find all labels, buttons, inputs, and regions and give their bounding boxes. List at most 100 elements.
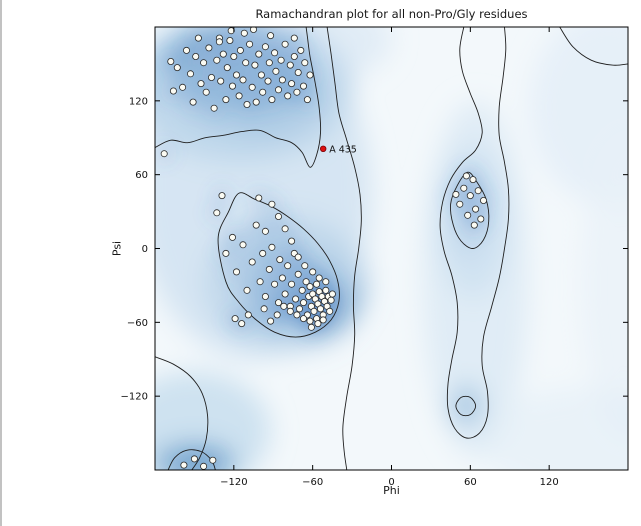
residue-point bbox=[252, 221, 260, 229]
x-tick-label: −60 bbox=[302, 477, 323, 488]
residue-point bbox=[218, 192, 226, 200]
residue-point bbox=[460, 184, 468, 192]
contour-line bbox=[559, 27, 628, 66]
contour-line bbox=[450, 171, 490, 249]
residue-point bbox=[313, 280, 321, 288]
x-tick-label: −120 bbox=[220, 477, 247, 488]
residue-point bbox=[219, 50, 227, 58]
residue-point bbox=[322, 286, 330, 294]
residue-point bbox=[267, 317, 275, 325]
residue-point bbox=[280, 302, 288, 310]
residue-point bbox=[466, 192, 474, 200]
residue-point bbox=[200, 462, 208, 470]
residue-point bbox=[271, 280, 279, 288]
residue-point bbox=[238, 320, 246, 328]
residue-point bbox=[197, 80, 205, 88]
tick-layer bbox=[155, 27, 628, 470]
residue-point bbox=[169, 87, 177, 95]
residue-point bbox=[456, 200, 464, 208]
residue-point bbox=[281, 40, 289, 48]
residue-point bbox=[302, 278, 310, 286]
residue-point bbox=[301, 59, 309, 67]
density-point-blob bbox=[218, 27, 245, 44]
residue-point bbox=[316, 305, 324, 313]
residue-point bbox=[215, 38, 223, 46]
residue-point bbox=[273, 311, 281, 319]
highlight-label: A 435 bbox=[329, 144, 357, 155]
residue-point bbox=[230, 53, 238, 61]
residue-point bbox=[284, 262, 292, 270]
residue-point bbox=[232, 71, 240, 79]
residue-point bbox=[292, 295, 300, 303]
y-tick-label: −120 bbox=[121, 392, 148, 403]
residue-point bbox=[244, 311, 252, 319]
residue-point bbox=[294, 253, 302, 261]
residue-point bbox=[255, 194, 263, 202]
contour-line bbox=[439, 27, 510, 439]
contour-line bbox=[155, 356, 209, 470]
residue-point bbox=[209, 456, 217, 464]
residue-point bbox=[239, 76, 247, 84]
residue-point bbox=[257, 71, 265, 79]
residue-point bbox=[281, 225, 289, 233]
residue-point bbox=[294, 69, 302, 77]
residue-point bbox=[180, 461, 188, 469]
residue-point bbox=[328, 290, 336, 298]
residue-point bbox=[299, 315, 307, 323]
residue-point bbox=[222, 249, 230, 257]
residue-point bbox=[235, 92, 243, 100]
y-tick-label: −60 bbox=[127, 318, 148, 329]
residue-point bbox=[288, 80, 296, 88]
residue-point bbox=[288, 237, 296, 245]
residue-point bbox=[259, 88, 267, 96]
residue-point bbox=[319, 316, 327, 324]
residue-point bbox=[260, 305, 268, 313]
residue-point bbox=[228, 233, 236, 241]
density-blob bbox=[483, 387, 628, 470]
contour-line bbox=[155, 27, 322, 168]
residue-point bbox=[310, 307, 318, 315]
residue-point bbox=[167, 58, 175, 66]
residue-point bbox=[267, 32, 275, 40]
residue-point bbox=[274, 299, 282, 307]
residue-point bbox=[290, 34, 298, 42]
contour-line bbox=[455, 395, 477, 417]
residue-point bbox=[242, 59, 250, 67]
residue-point bbox=[272, 67, 280, 75]
residue-point bbox=[173, 64, 181, 72]
residue-point bbox=[236, 46, 244, 54]
residue-point bbox=[474, 187, 482, 195]
residue-point bbox=[226, 37, 234, 45]
residue-point bbox=[306, 317, 314, 325]
residue-point bbox=[222, 96, 230, 104]
residue-point bbox=[306, 283, 314, 291]
residue-point bbox=[223, 64, 231, 72]
residue-point bbox=[306, 71, 314, 79]
residue-point bbox=[326, 307, 334, 315]
residue-point bbox=[246, 40, 254, 48]
residue-point bbox=[268, 200, 276, 208]
density-blob bbox=[580, 131, 628, 439]
residue-point bbox=[189, 98, 197, 106]
residue-point bbox=[301, 262, 309, 270]
y-tick-label: 0 bbox=[142, 244, 148, 255]
x-tick-label: 60 bbox=[464, 477, 477, 488]
residue-point bbox=[464, 211, 472, 219]
contour-layer bbox=[155, 27, 628, 470]
residue-point bbox=[160, 150, 168, 158]
residue-point bbox=[228, 82, 236, 90]
residue-point bbox=[248, 83, 256, 91]
residue-point bbox=[182, 46, 190, 54]
residue-point bbox=[327, 296, 335, 304]
chart-title: Ramachandran plot for all non-Pro/Gly re… bbox=[255, 7, 528, 21]
residue-point bbox=[248, 258, 256, 266]
contour-line bbox=[217, 192, 340, 338]
residue-point bbox=[470, 221, 478, 229]
residue-point bbox=[205, 44, 213, 52]
residue-point bbox=[469, 176, 477, 184]
residue-point bbox=[293, 311, 301, 319]
residue-point bbox=[261, 292, 269, 300]
residue-point bbox=[200, 59, 208, 67]
residue-point bbox=[261, 43, 269, 51]
